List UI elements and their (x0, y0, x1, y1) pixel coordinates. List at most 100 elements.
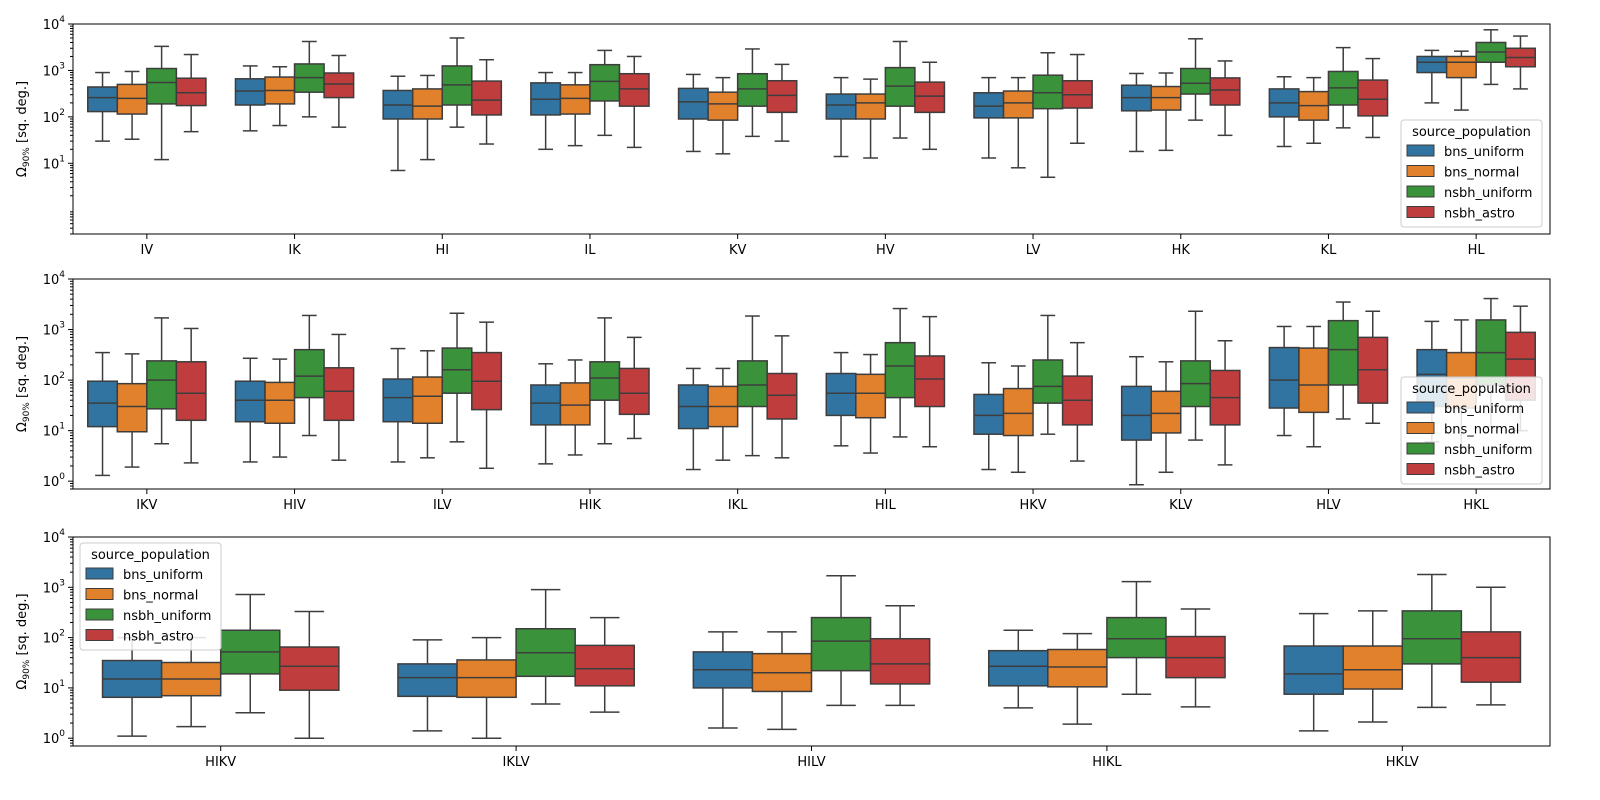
box-iqr (973, 92, 1005, 119)
box-nsbh_astro (471, 58, 503, 145)
box-iqr (87, 86, 119, 113)
box-nsbh_astro (1357, 57, 1389, 139)
box-iqr (766, 372, 798, 420)
y-tick-base: 10 (43, 273, 60, 288)
box-iqr (1106, 616, 1167, 659)
legend-swatch-bns_normal (1406, 165, 1435, 177)
x-tick-label: HI (435, 243, 449, 258)
box-bns_uniform (530, 363, 562, 465)
y-tick-label: 103 (43, 321, 65, 339)
y-tick-exponent: 2 (59, 629, 65, 639)
x-tick-label: IK (288, 243, 301, 258)
box-nsbh_uniform (1180, 310, 1212, 441)
box-iqr (116, 83, 148, 115)
y-axis-label-main: Ω (15, 680, 30, 690)
y-tick-base: 10 (43, 111, 60, 126)
box-nsbh_astro (869, 604, 931, 707)
y-tick-base: 10 (43, 632, 60, 647)
box-bns_uniform (1268, 325, 1300, 437)
legend-swatch-bns_uniform (1406, 401, 1435, 414)
box-iqr (707, 91, 739, 121)
x-tick-label: HIKV (205, 755, 236, 770)
y-tick-label: 100 (43, 472, 66, 490)
legend-label-nsbh_astro: nsbh_astro (123, 630, 194, 645)
legend-label-bns_normal: bns_normal (1444, 166, 1519, 181)
x-tick-label: HV (876, 243, 895, 258)
box-iqr (1416, 55, 1448, 74)
y-tick-exponent: 3 (59, 61, 65, 71)
box-nsbh_uniform (884, 307, 916, 438)
box-iqr (1120, 385, 1152, 441)
box-bns_uniform (530, 71, 562, 151)
box-iqr (323, 72, 355, 99)
box-nsbh_astro (1061, 53, 1093, 145)
x-tick-label: IV (140, 243, 153, 258)
x-tick-label: KV (729, 243, 747, 258)
x-tick-label: HIK (579, 498, 602, 513)
box-nsbh_uniform (219, 593, 281, 714)
box-bns_normal (707, 76, 739, 155)
legend-label-nsbh_uniform: nsbh_uniform (123, 609, 211, 624)
y-tick-base: 10 (43, 425, 60, 440)
box-nsbh_uniform (589, 49, 621, 137)
box-iqr (973, 393, 1005, 435)
box-iqr (87, 380, 119, 428)
legend-label-bns_normal: bns_normal (1444, 423, 1519, 438)
box-nsbh_uniform (293, 40, 325, 118)
y-tick-label: 102 (43, 371, 65, 389)
box-nsbh_uniform (1106, 580, 1167, 695)
y-axis-label: Ω90% [sq. deg.] (15, 81, 32, 177)
y-tick-base: 10 (43, 732, 60, 747)
box-bns_normal (559, 71, 591, 147)
box-iqr (146, 360, 178, 410)
y-tick-label: 104 (43, 270, 66, 288)
legend: source_population bns_uniform bns_normalns… (1400, 119, 1543, 228)
legend-swatch-bns_normal (85, 588, 114, 600)
box-bns_normal (1047, 632, 1108, 725)
y-axis-label-unit: [sq. deg.] (15, 81, 30, 147)
box-bns_normal (1002, 76, 1034, 169)
box-nsbh_uniform (1475, 29, 1507, 86)
x-tick-label: LV (1026, 243, 1041, 258)
y-tick-label: 104 (43, 528, 66, 546)
box-bns_uniform (382, 75, 414, 172)
box-bns_normal (411, 350, 443, 459)
box-nsbh_uniform (146, 45, 178, 161)
x-tick-label: HKL (1463, 498, 1489, 513)
box-nsbh_uniform (441, 312, 473, 443)
box-iqr (987, 649, 1049, 687)
x-tick-label: IKLV (503, 755, 530, 770)
box-bns_normal (456, 636, 517, 739)
legend-label-nsbh_astro: nsbh_astro (1444, 207, 1515, 222)
box-nsbh_uniform (1032, 52, 1064, 179)
box-bns_normal (1298, 76, 1330, 145)
legend-swatch-bns_normal (1406, 422, 1435, 434)
box-bns_uniform (87, 351, 119, 477)
y-axis-label-main: Ω (15, 422, 30, 432)
x-tick-label: HL (1468, 243, 1486, 258)
box-iqr (1283, 645, 1344, 695)
box-iqr (1342, 645, 1404, 690)
y-axis-label: Ω90% [sq. deg.] (15, 593, 32, 689)
x-tick-label: ILV (433, 498, 452, 513)
box-nsbh_uniform (1327, 301, 1359, 420)
box-nsbh_uniform (1032, 314, 1064, 435)
box-bns_uniform (825, 76, 857, 158)
box-nsbh_uniform (1327, 46, 1359, 129)
box-iqr (618, 72, 650, 107)
y-tick-exponent: 0 (59, 472, 65, 482)
y-tick-label: 102 (43, 108, 65, 126)
box-iqr (559, 382, 591, 426)
box-iqr (234, 380, 266, 423)
y-tick-base: 10 (43, 18, 60, 33)
box-nsbh_uniform (736, 315, 768, 457)
legend-label-nsbh_astro: nsbh_astro (1444, 464, 1515, 479)
box-iqr (1047, 648, 1108, 688)
x-tick-label: HIV (283, 498, 306, 513)
box-bns_uniform (397, 639, 458, 732)
box-nsbh_astro (1460, 586, 1522, 706)
box-nsbh_astro (914, 61, 946, 151)
box-bns_uniform (1120, 72, 1152, 153)
